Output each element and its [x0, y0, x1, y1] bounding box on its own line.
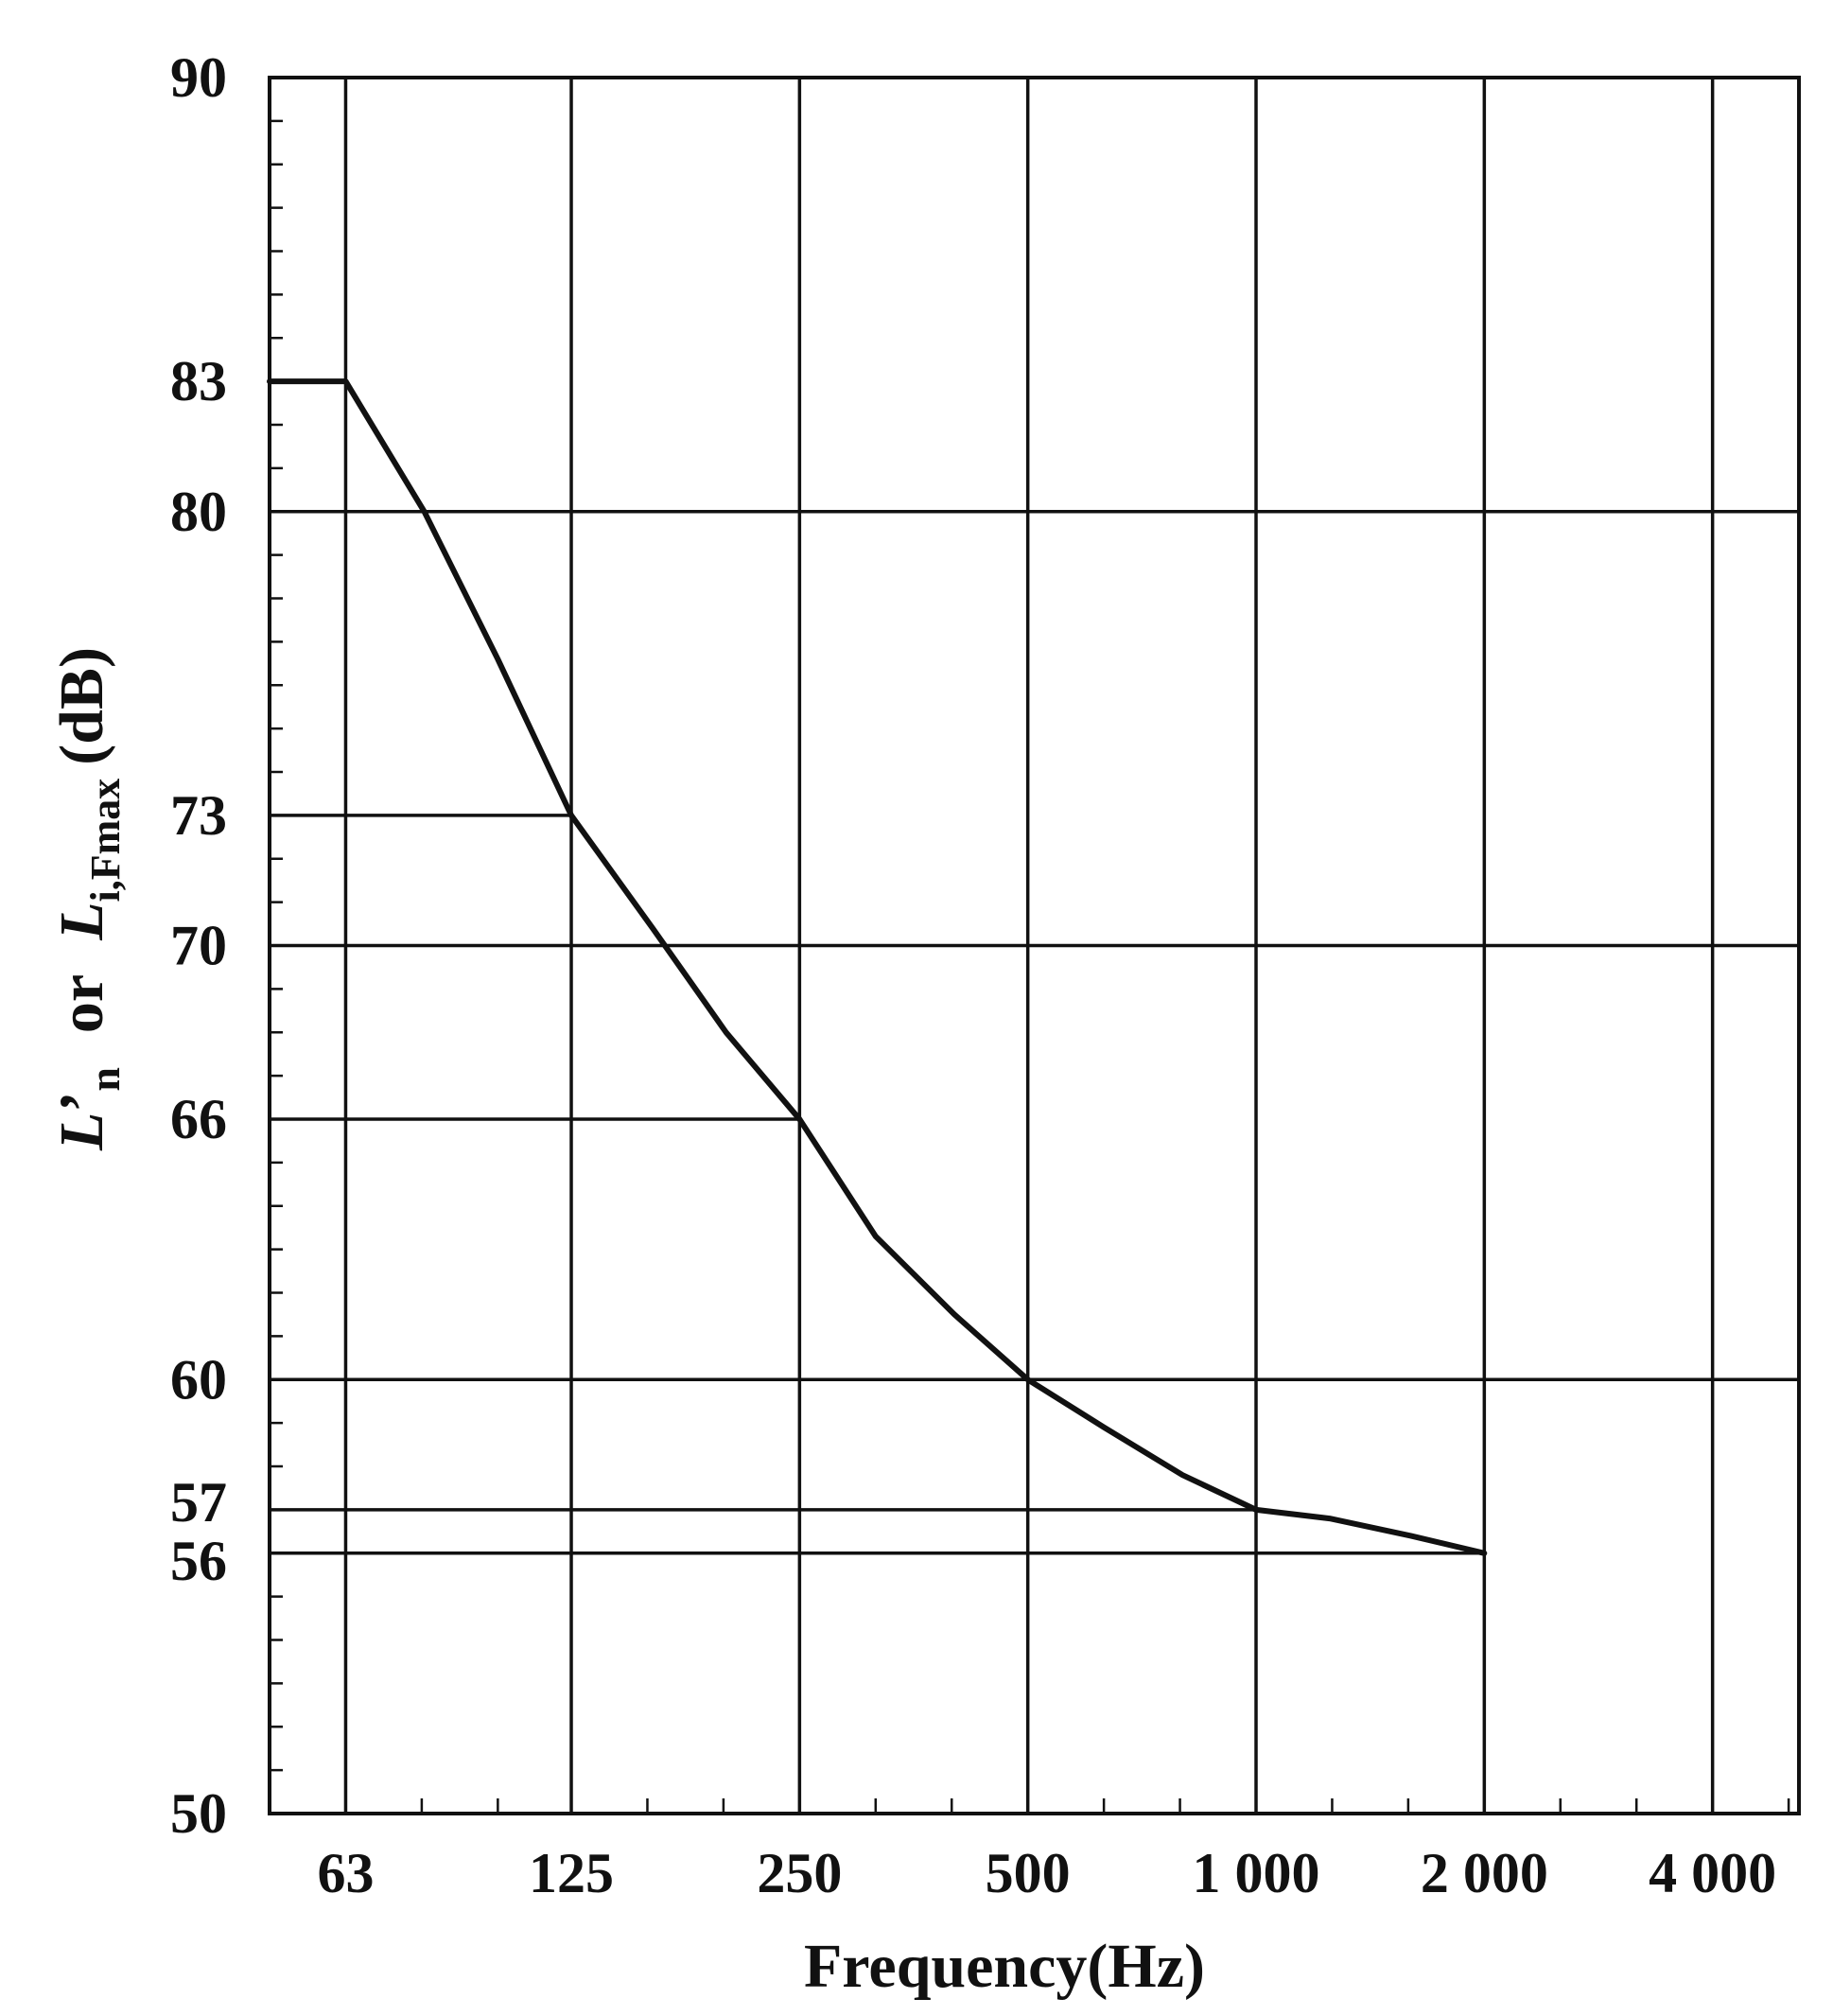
- x-tick-label-2000: 2 000: [1421, 1842, 1548, 1904]
- y-tick-label-50: 50: [170, 1782, 227, 1845]
- x-tick-label-63: 63: [317, 1842, 374, 1904]
- y-title-subscript-alt: i,Fmax: [82, 779, 129, 903]
- x-tick-labels: 63 125 250 500 1 000 2 000 4 000: [317, 1842, 1776, 1904]
- x-tick-label-1000: 1 000: [1192, 1842, 1319, 1904]
- y-title-connector: or: [47, 974, 116, 1033]
- curve-layer: [267, 378, 1488, 1556]
- y-tick-label-80: 80: [170, 481, 227, 543]
- y-title-symbol-main: L: [47, 1113, 116, 1151]
- y-title-symbol-alt: L: [47, 902, 116, 940]
- y-tick-label-60: 60: [170, 1348, 227, 1411]
- y-tick-label-57: 57: [170, 1471, 227, 1534]
- x-tick-label-250: 250: [757, 1842, 842, 1904]
- y-tick-label-90: 90: [170, 46, 227, 109]
- grid-layer: [270, 78, 1799, 1814]
- reference-curve-line: [267, 378, 1488, 1556]
- x-tick-label-125: 125: [529, 1842, 614, 1904]
- plot-frame: [268, 76, 1801, 1815]
- y-tick-label-66: 66: [170, 1088, 227, 1150]
- y-tick-label-83: 83: [170, 350, 227, 412]
- y-tick-label-56: 56: [170, 1530, 227, 1592]
- y-title-unit: (dB): [47, 647, 116, 765]
- x-axis-title: Frequency(Hz): [804, 1932, 1205, 2001]
- y-axis-title: L’norLi,Fmax(dB): [47, 647, 129, 1151]
- x-tick-label-4000: 4 000: [1649, 1842, 1776, 1904]
- y-title-subscript-main: n: [80, 1067, 129, 1092]
- y-title-prime: ’: [47, 1092, 116, 1113]
- y-tick-label-70: 70: [170, 915, 227, 977]
- y-tick-label-73: 73: [170, 784, 227, 847]
- minor-ticks-layer: [270, 119, 1790, 1814]
- x-tick-label-500: 500: [986, 1842, 1071, 1904]
